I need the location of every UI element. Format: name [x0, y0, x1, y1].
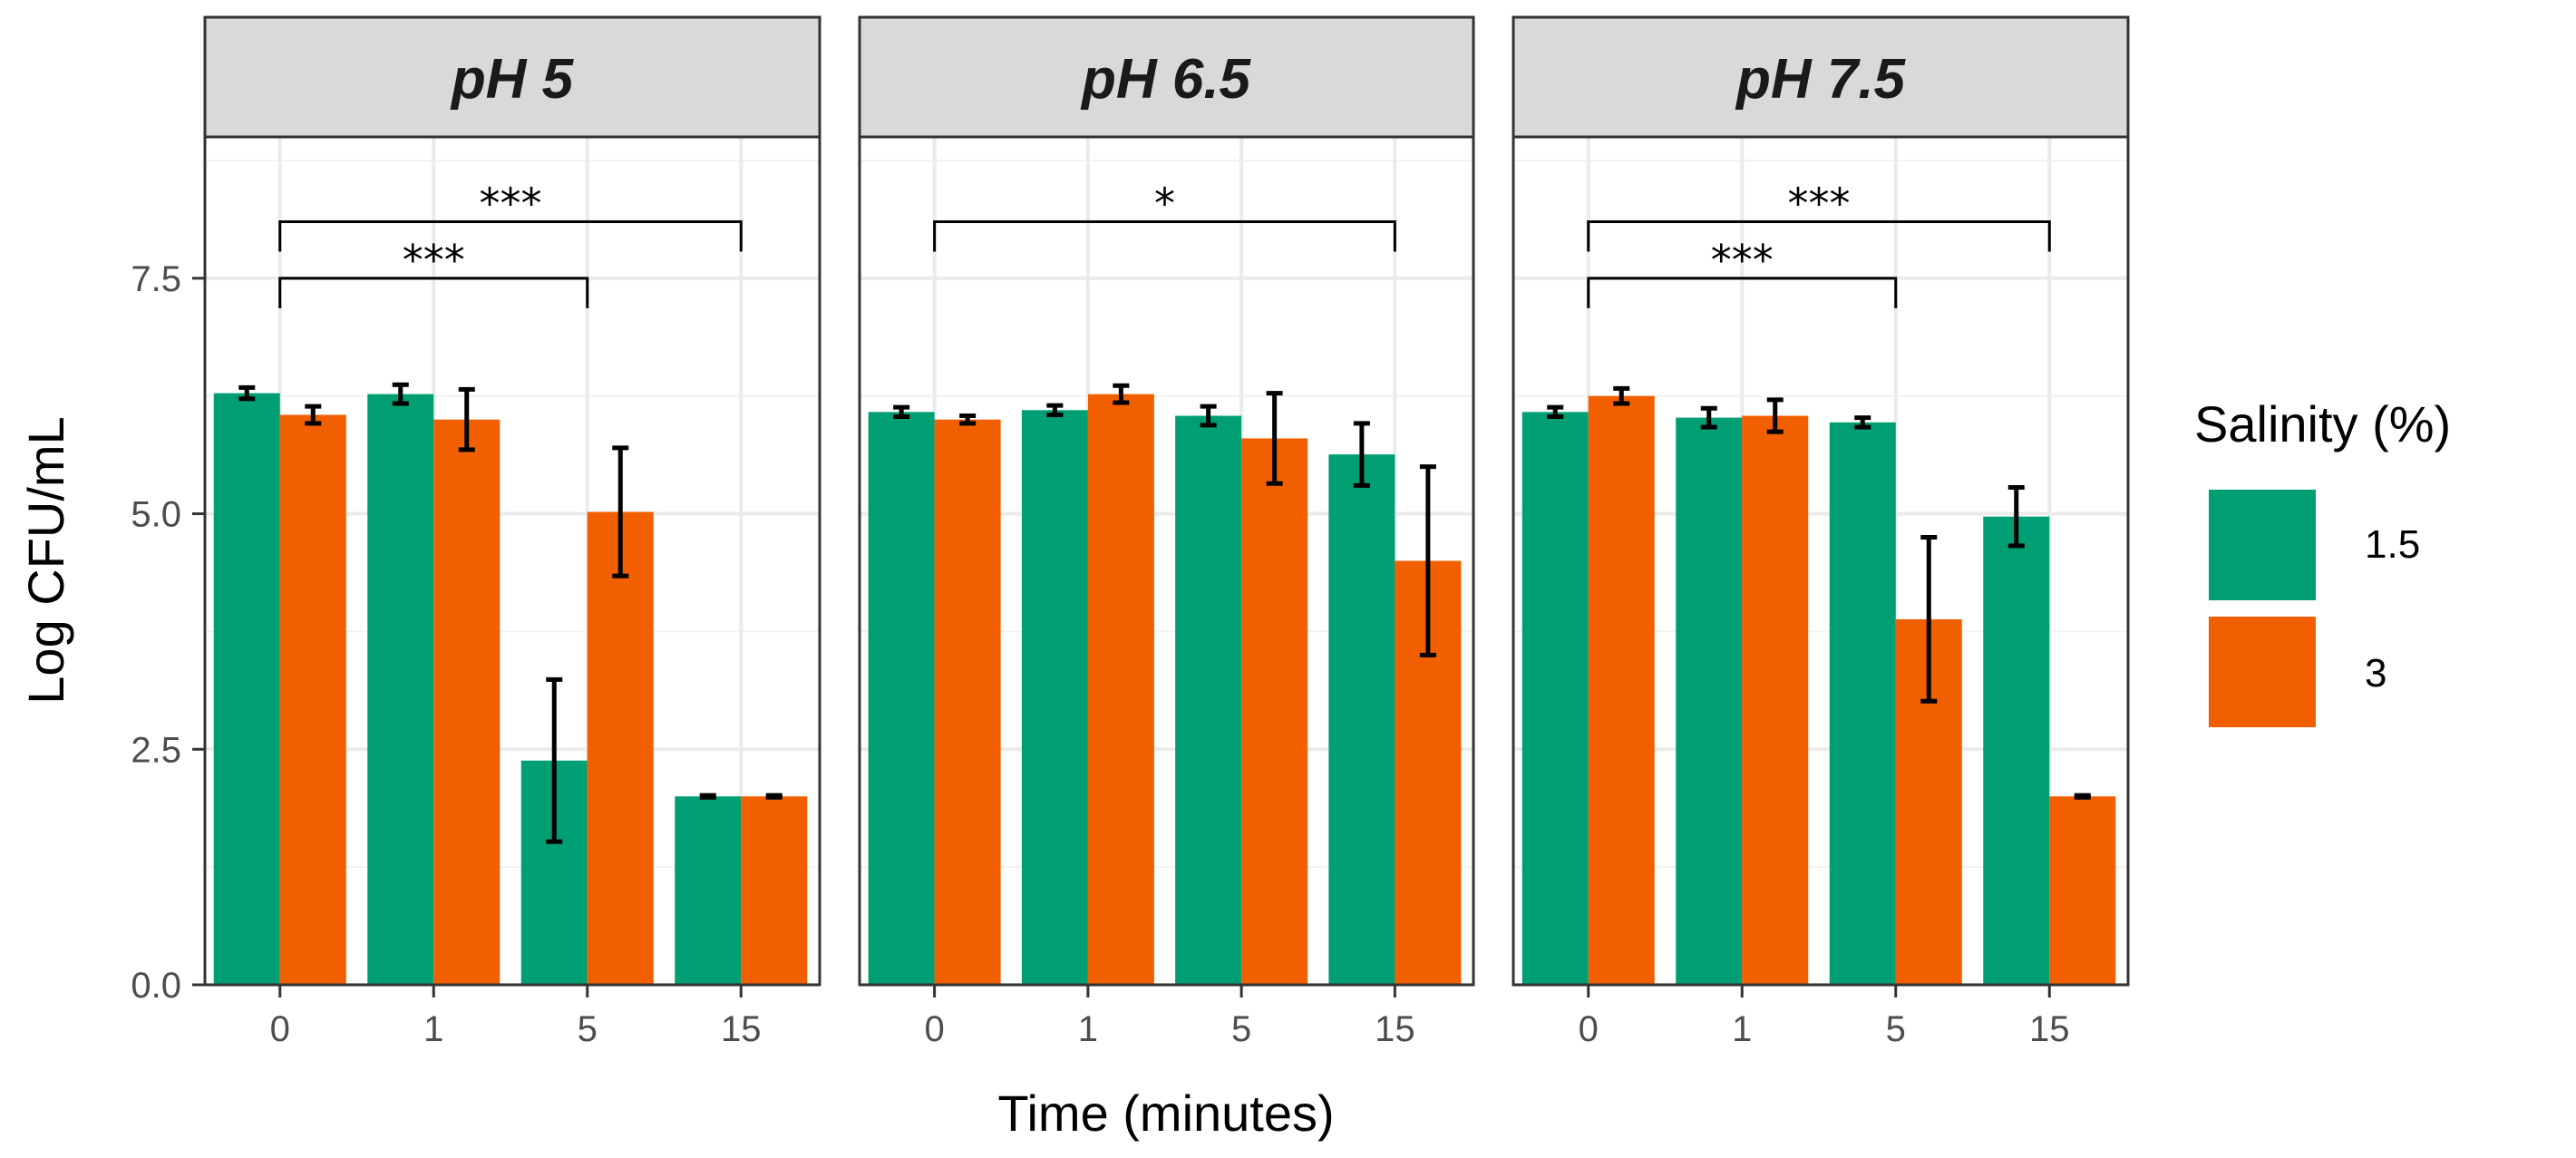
bar-ph5-t1-s1-5 — [367, 394, 434, 985]
x-tick-label: 5 — [1886, 1009, 1906, 1049]
bar-ph5-t5-s3 — [587, 511, 654, 985]
bar-ph5-t0-s1-5 — [213, 393, 280, 986]
bar-ph6-5-t15-s1-5 — [1328, 454, 1395, 985]
x-tick-label: 0 — [270, 1009, 290, 1049]
legend-title: Salinity (%) — [2194, 395, 2451, 452]
y-tick-label: 2.5 — [131, 730, 181, 770]
x-tick-label: 0 — [1579, 1009, 1599, 1049]
significance-label-ph5-0: *** — [480, 180, 542, 229]
significance-bracket-ph7-5-1 — [1587, 277, 1898, 308]
facet-strip-ph5 — [203, 15, 821, 139]
x-axis-title: Time (minutes) — [997, 1085, 1334, 1142]
facet-strip-label-ph5: pH 5 — [450, 48, 575, 111]
facet-strip-label-ph7-5: pH 7.5 — [1735, 48, 1907, 111]
panel-border-ph7-5 — [1512, 135, 2130, 987]
facet-strip-label-ph6-5: pH 6.5 — [1080, 48, 1252, 111]
legend-key-3 — [2209, 617, 2316, 727]
bar-ph5-t15-s3 — [741, 796, 808, 985]
facet-panel-ph5: pH 5 *** *** — [203, 15, 821, 987]
bar-ph7-5-t15-s3 — [2049, 796, 2116, 985]
bar-ph5-t0-s3 — [279, 414, 346, 985]
x-tick-label: 15 — [2029, 1009, 2070, 1049]
bar-ph6-5-t1-s1-5 — [1021, 410, 1088, 985]
x-tick-label: 1 — [1078, 1009, 1098, 1049]
bar-ph7-5-t15-s1-5 — [1983, 516, 2050, 985]
y-tick-label: 0.0 — [131, 966, 181, 1006]
bar-ph6-5-t5-s3 — [1241, 438, 1308, 985]
x-tick-label: 15 — [721, 1009, 762, 1049]
x-tick-label: 5 — [578, 1009, 598, 1049]
bar-ph6-5-t5-s1-5 — [1175, 415, 1242, 985]
panel-errorbars-ph7-5 — [1547, 385, 2091, 800]
panel-significance-ph7-5: *** *** — [1587, 180, 2051, 308]
y-tick-label: 5.0 — [131, 495, 181, 535]
y-axis-title: Log CFU/mL — [17, 416, 74, 704]
facet-panel-ph7-5: pH 7.5 *** *** — [1512, 15, 2130, 987]
panel-border-ph5 — [203, 135, 821, 987]
legend-label-1-5: 1.5 — [2365, 522, 2420, 567]
facet-strip-ph6-5 — [858, 15, 1475, 139]
bar-ph6-5-t1-s3 — [1087, 394, 1154, 985]
bar-ph7-5-t5-s1-5 — [1829, 422, 1896, 985]
bar-ph7-5-t0-s1-5 — [1521, 412, 1589, 985]
panel-errorbars-ph5 — [238, 382, 783, 844]
x-axis: 0 1 5 15 0 1 5 15 0 1 5 15 — [270, 985, 2070, 1049]
bar-ph7-5-t1-s1-5 — [1676, 417, 1743, 986]
x-tick-label: 1 — [423, 1009, 443, 1049]
y-axis: 0.0 2.5 5.0 7.5 — [131, 259, 205, 1006]
x-tick-label: 0 — [925, 1009, 945, 1049]
panel-border-ph6-5 — [858, 135, 1475, 987]
panel-bars-ph6-5 — [868, 394, 1462, 986]
significance-label-ph7-5-1: *** — [1711, 236, 1774, 285]
facet-panel-ph6-5: pH 6.5 * — [858, 15, 1475, 987]
legend-key-1-5 — [2209, 490, 2316, 600]
x-tick-label: 1 — [1732, 1009, 1752, 1049]
legend: Salinity (%) 1.5 3 — [2194, 395, 2451, 727]
panel-significance-ph6-5: * — [933, 180, 1396, 252]
significance-label-ph6-5-0: * — [1154, 180, 1175, 229]
panel-bars-ph5 — [213, 393, 808, 986]
significance-label-ph7-5-0: *** — [1788, 180, 1851, 229]
bar-ph7-5-t0-s3 — [1588, 395, 1655, 985]
panel-significance-ph5: *** *** — [278, 180, 743, 308]
legend-label-3: 3 — [2365, 651, 2386, 696]
panel-errorbars-ph6-5 — [893, 383, 1436, 657]
x-tick-label: 15 — [1375, 1009, 1415, 1049]
bar-ph7-5-t1-s3 — [1742, 415, 1809, 985]
bar-ph5-t15-s1-5 — [675, 796, 742, 985]
facet-strip-ph7-5 — [1512, 15, 2130, 139]
significance-bracket-ph5-1 — [278, 277, 589, 308]
significance-label-ph5-1: *** — [403, 236, 465, 285]
x-tick-label: 5 — [1231, 1009, 1251, 1049]
bar-ph5-t1-s3 — [433, 419, 501, 986]
bar-ph6-5-t0-s3 — [934, 419, 1001, 986]
significance-bracket-ph7-5-0 — [1587, 220, 2051, 252]
y-tick-label: 7.5 — [131, 259, 181, 299]
significance-bracket-ph6-5-0 — [933, 220, 1396, 252]
significance-bracket-ph5-0 — [278, 220, 743, 252]
bar-ph6-5-t0-s1-5 — [868, 412, 935, 985]
